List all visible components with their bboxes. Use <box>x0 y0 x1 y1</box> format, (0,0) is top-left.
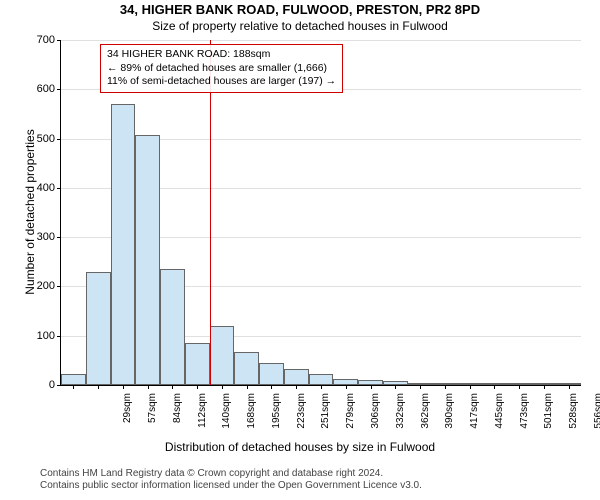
x-tick-label: 306sqm <box>370 393 381 443</box>
x-tick-label: 501sqm <box>543 393 554 443</box>
y-tick-label: 100 <box>30 330 55 342</box>
y-tick-label: 700 <box>30 34 55 46</box>
x-tick-label: 332sqm <box>395 393 406 443</box>
histogram-bar <box>160 269 185 385</box>
x-tick-label: 417sqm <box>469 393 480 443</box>
chart-container: 34, HIGHER BANK ROAD, FULWOOD, PRESTON, … <box>0 0 600 500</box>
gridline <box>61 40 581 41</box>
y-tick-label: 0 <box>30 379 55 391</box>
x-tick-label: 57sqm <box>147 393 158 443</box>
y-tick-label: 400 <box>30 182 55 194</box>
x-tick-label: 112sqm <box>197 393 208 443</box>
histogram-bar <box>135 135 160 385</box>
annotation-line-1: 34 HIGHER BANK ROAD: 188sqm <box>107 48 336 62</box>
page-title: 34, HIGHER BANK ROAD, FULWOOD, PRESTON, … <box>0 2 600 17</box>
x-tick-label: 279sqm <box>345 393 356 443</box>
histogram-bar <box>185 343 210 385</box>
annotation-line-3: 11% of semi-detached houses are larger (… <box>107 75 336 89</box>
histogram-bar <box>309 374 334 385</box>
histogram-bar <box>259 363 284 385</box>
histogram-bar <box>210 326 235 385</box>
footer-line-1: Contains HM Land Registry data © Crown c… <box>40 468 422 480</box>
y-tick-label: 300 <box>30 231 55 243</box>
x-tick-label: 390sqm <box>444 393 455 443</box>
footer-attribution: Contains HM Land Registry data © Crown c… <box>40 468 422 492</box>
x-tick-label: 84sqm <box>172 393 183 443</box>
x-tick-label: 556sqm <box>593 393 600 443</box>
y-tick-label: 200 <box>30 280 55 292</box>
x-tick-label: 140sqm <box>221 393 232 443</box>
x-tick-label: 223sqm <box>296 393 307 443</box>
annotation-callout: 34 HIGHER BANK ROAD: 188sqm ← 89% of det… <box>100 44 343 93</box>
histogram-bar <box>61 374 86 385</box>
x-tick-label: 168sqm <box>246 393 257 443</box>
x-tick-label: 251sqm <box>320 393 331 443</box>
x-tick-label: 195sqm <box>271 393 282 443</box>
histogram-bar <box>234 352 259 386</box>
x-tick-label: 362sqm <box>420 393 431 443</box>
histogram-bar <box>111 104 136 385</box>
annotation-line-2: ← 89% of detached houses are smaller (1,… <box>107 62 336 76</box>
y-tick-label: 600 <box>30 83 55 95</box>
histogram-bar <box>86 272 111 385</box>
y-tick-label: 500 <box>30 133 55 145</box>
x-tick-label: 445sqm <box>494 393 505 443</box>
footer-line-2: Contains public sector information licen… <box>40 480 422 492</box>
histogram-bar <box>284 369 309 385</box>
x-tick-label: 29sqm <box>122 393 133 443</box>
page-subtitle: Size of property relative to detached ho… <box>0 19 600 33</box>
x-tick-label: 473sqm <box>519 393 530 443</box>
x-tick-label: 528sqm <box>568 393 579 443</box>
